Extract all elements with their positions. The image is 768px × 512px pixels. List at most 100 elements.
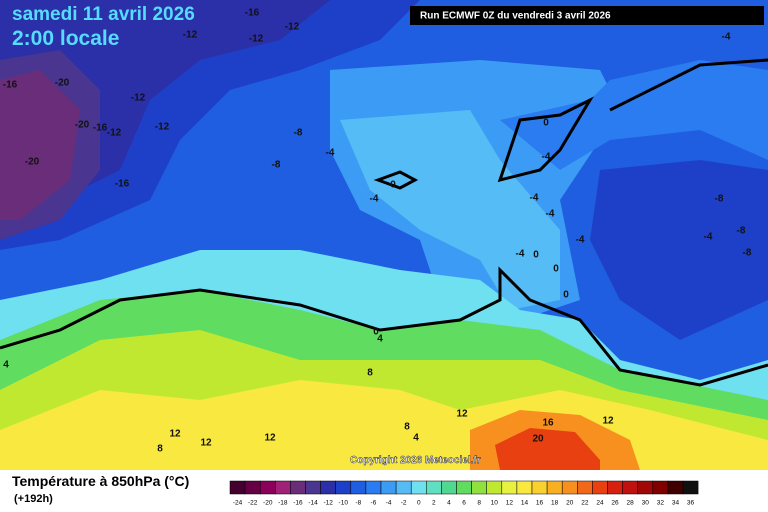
scale-label: 6 (462, 500, 466, 507)
contour-label: 0 (553, 264, 559, 275)
contour-label: 16 (542, 418, 554, 429)
contour-label: 4 (413, 433, 419, 444)
color-swatch (456, 480, 472, 495)
scale-label: 4 (447, 500, 451, 507)
contour-label: -12 (249, 34, 264, 45)
contour-label: -12 (285, 22, 300, 33)
mild-zone (340, 110, 560, 310)
scale-label: -14 (308, 500, 318, 507)
hot-zone (495, 428, 600, 470)
color-swatch (577, 480, 593, 495)
zero-isotherm (0, 266, 768, 387)
contour-label: 0 (563, 290, 569, 301)
color-swatch (350, 480, 367, 495)
scale-label: 18 (551, 500, 559, 507)
color-swatch (305, 480, 321, 495)
color-swatch (380, 480, 397, 495)
color-swatch (667, 480, 684, 495)
color-swatch (259, 480, 276, 495)
run-box (410, 6, 764, 25)
color-swatch (531, 480, 548, 495)
scale-label: 30 (642, 500, 650, 507)
contour-label: -20 (25, 157, 40, 168)
contour-label: 12 (200, 438, 212, 449)
contour-label: 8 (404, 422, 410, 433)
contour-label: -4 (546, 209, 555, 220)
map-subtitle: 2:00 locale (12, 27, 119, 50)
scale-label: 0 (417, 500, 421, 507)
contour-label: -8 (294, 128, 303, 139)
color-swatch (622, 480, 638, 495)
color-swatch (410, 480, 427, 495)
mild-zone (500, 60, 768, 170)
map-title: samedi 11 avril 2026 (12, 4, 195, 25)
contour-label: -20 (75, 120, 90, 131)
cold-zone (0, 70, 80, 220)
color-swatch (607, 480, 623, 495)
color-swatch (275, 480, 291, 495)
scale-label: -2 (401, 500, 407, 507)
scale-label: 32 (657, 500, 665, 507)
scale-label: 14 (521, 500, 529, 507)
contour-label: 12 (264, 433, 276, 444)
legend-lead: (+192h) (14, 493, 53, 505)
scale-label: -10 (339, 500, 349, 507)
color-swatch (516, 480, 533, 495)
color-swatch (501, 480, 518, 495)
color-swatch (229, 480, 246, 495)
color-swatch (682, 480, 699, 495)
scale-label: 34 (672, 500, 680, 507)
zero-isotherm (373, 170, 419, 190)
contour-label: -16 (245, 8, 260, 19)
contour-label: -8 (743, 248, 752, 259)
contour-label: -4 (530, 193, 539, 204)
contour-label: -12 (107, 128, 122, 139)
scale-label: -16 (293, 500, 303, 507)
contour-label: -8 (737, 226, 746, 237)
contour-label: -4 (722, 32, 731, 43)
color-swatch (637, 480, 654, 495)
cold-zone (590, 160, 768, 340)
contour-label: 12 (456, 409, 468, 420)
scale-label: -4 (386, 500, 392, 507)
scale-label: 28 (627, 500, 635, 507)
contour-label: 0 (543, 118, 549, 129)
contour-label: 0 (390, 180, 396, 191)
color-swatch (365, 480, 382, 495)
contour-label: -4 (704, 232, 713, 243)
color-swatch (426, 480, 442, 495)
color-swatch (592, 480, 608, 495)
scale-label: 12 (506, 500, 514, 507)
contour-label: 12 (602, 416, 614, 427)
contour-label: 12 (169, 429, 181, 440)
color-scale: -24 -22 -20 -18 -16 -14 -12 -10 -8 -6 -4 -2 0 2 4 6 8 10 1… (229, 480, 699, 507)
contour-label: -12 (131, 93, 146, 104)
contour-label: -4 (542, 152, 551, 163)
contour-label: -12 (155, 122, 170, 133)
scale-label: 36 (687, 500, 695, 507)
scale-label: 20 (566, 500, 574, 507)
color-swatch (652, 480, 669, 495)
color-swatch (471, 480, 487, 495)
contour-label: 8 (157, 444, 163, 455)
scale-label: 2 (432, 500, 436, 507)
scale-label: -6 (371, 500, 377, 507)
contour-label: -16 (3, 80, 18, 91)
contour-label: 4 (3, 360, 9, 371)
color-swatch (561, 480, 578, 495)
legend-title: Température à 850hPa (°C) (12, 473, 189, 489)
contour-label: -4 (326, 148, 335, 159)
color-swatch (546, 480, 563, 495)
contour-label: -8 (715, 194, 724, 205)
scale-label: 10 (491, 500, 499, 507)
scale-label: 8 (477, 500, 481, 507)
contour-label: 8 (367, 368, 373, 379)
contour-label: -4 (516, 249, 525, 260)
color-swatch (320, 480, 336, 495)
color-swatch (244, 480, 261, 495)
scale-label: -12 (323, 500, 333, 507)
color-swatch (395, 480, 412, 495)
scale-label: -22 (248, 500, 258, 507)
